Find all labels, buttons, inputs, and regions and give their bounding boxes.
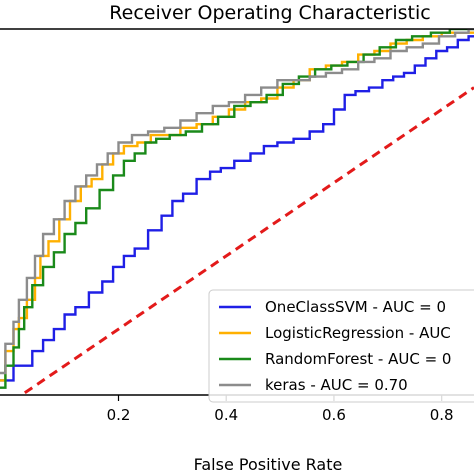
legend-label-0: OneClassSVM - AUC = 0 bbox=[265, 298, 446, 316]
x-tick-label-3: 0.8 bbox=[430, 406, 454, 424]
plot-area bbox=[0, 29, 474, 395]
x-tick-label-1: 0.4 bbox=[214, 406, 238, 424]
legend: OneClassSVM - AUC = 0 LogisticRegression … bbox=[208, 289, 474, 403]
legend-label-3: keras - AUC = 0.70 bbox=[265, 376, 408, 394]
x-tick-label-2: 0.6 bbox=[322, 406, 346, 424]
legend-label-2: RandomForest - AUC = 0 bbox=[265, 350, 451, 368]
series-line-0 bbox=[0, 35, 474, 382]
series-line-3 bbox=[0, 29, 474, 375]
series-line-2 bbox=[0, 29, 474, 389]
x-axis-label: False Positive Rate bbox=[194, 455, 343, 474]
reference-diagonal-line bbox=[18, 86, 474, 395]
x-tick-label-0: 0.2 bbox=[107, 406, 131, 424]
chart-title: Receiver Operating Characteristic bbox=[109, 2, 430, 24]
legend-box bbox=[208, 289, 474, 403]
legend-label-1: LogisticRegression - AUC bbox=[265, 324, 451, 342]
